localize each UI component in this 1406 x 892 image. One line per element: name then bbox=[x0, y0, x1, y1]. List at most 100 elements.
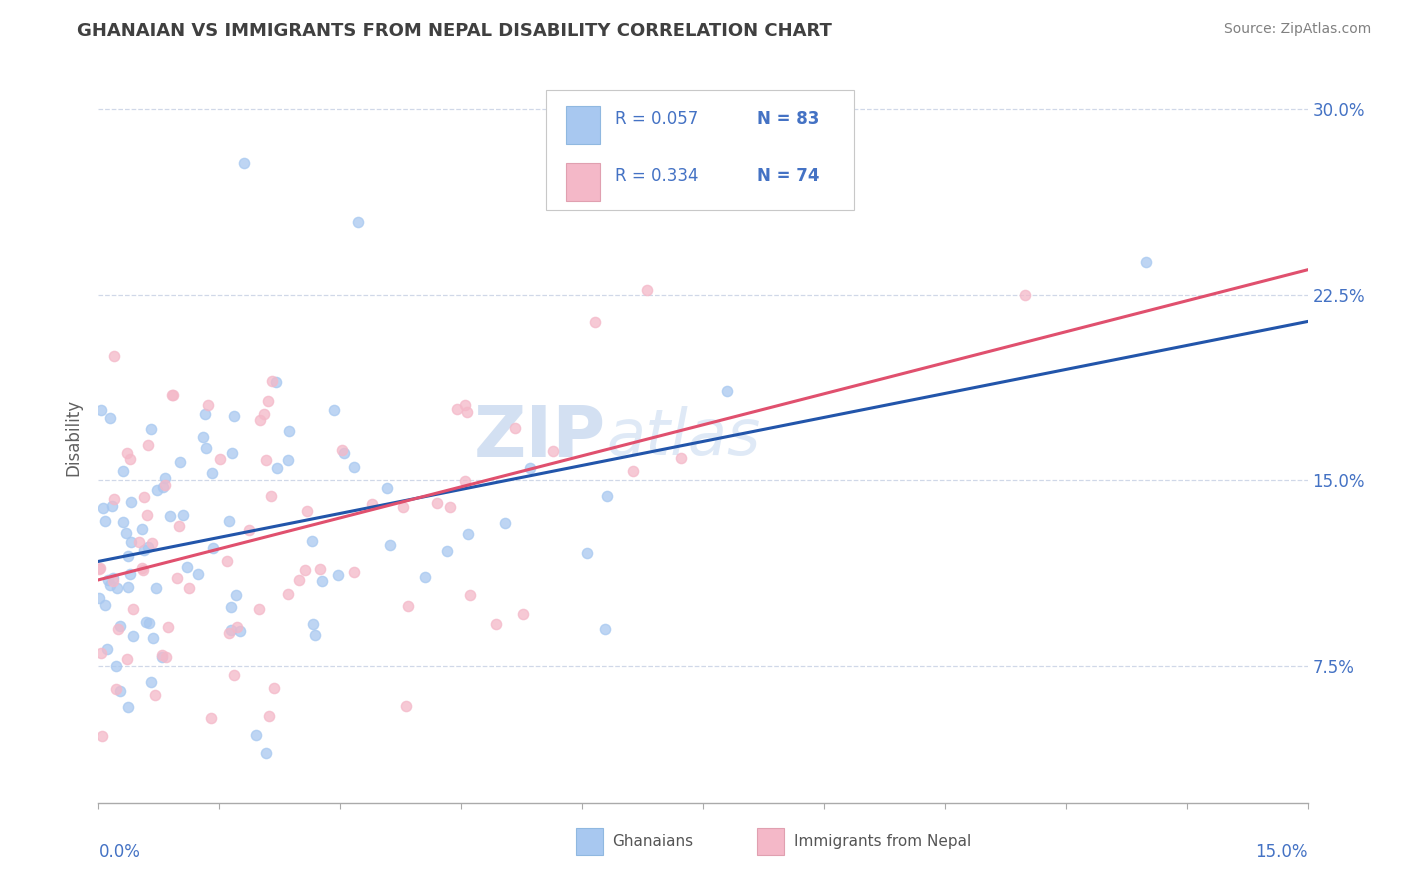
Point bbox=[105, 658, 128, 673]
Text: Ghanaians: Ghanaians bbox=[613, 834, 693, 849]
Point bbox=[145, 483, 167, 497]
Point bbox=[135, 615, 157, 629]
Point bbox=[143, 688, 166, 702]
Point bbox=[343, 460, 366, 475]
Point bbox=[120, 567, 142, 582]
Point bbox=[669, 450, 692, 465]
Text: GHANAIAN VS IMMIGRANTS FROM NEPAL DISABILITY CORRELATION CHART: GHANAIAN VS IMMIGRANTS FROM NEPAL DISABI… bbox=[77, 22, 832, 40]
Point bbox=[222, 668, 245, 682]
Point bbox=[162, 388, 184, 402]
Point bbox=[122, 601, 145, 615]
Point bbox=[219, 600, 242, 615]
Point bbox=[593, 622, 616, 636]
Point bbox=[118, 451, 141, 466]
Point bbox=[254, 452, 277, 467]
Point bbox=[103, 349, 125, 363]
Point bbox=[238, 524, 260, 538]
Point bbox=[621, 464, 644, 478]
Point bbox=[322, 403, 344, 417]
Point bbox=[93, 501, 115, 516]
Point bbox=[266, 461, 288, 475]
Point bbox=[150, 648, 173, 662]
Point bbox=[107, 622, 129, 636]
Point bbox=[262, 374, 284, 388]
Point bbox=[288, 574, 311, 588]
Point bbox=[596, 489, 619, 503]
Point bbox=[512, 607, 534, 621]
Point bbox=[219, 623, 242, 637]
Point bbox=[332, 446, 354, 460]
Point bbox=[301, 533, 323, 548]
Point bbox=[155, 650, 177, 665]
Point bbox=[115, 652, 138, 666]
Point bbox=[254, 746, 277, 760]
Point bbox=[115, 446, 138, 460]
Point bbox=[97, 573, 120, 587]
Point bbox=[277, 587, 299, 601]
Point bbox=[201, 466, 224, 480]
Point bbox=[426, 496, 449, 510]
Point bbox=[177, 581, 200, 595]
Point bbox=[103, 491, 125, 506]
Point bbox=[583, 315, 606, 329]
Point bbox=[142, 631, 165, 645]
Point bbox=[716, 384, 738, 399]
Point bbox=[277, 453, 299, 467]
Point bbox=[153, 478, 176, 492]
Point bbox=[131, 560, 153, 574]
Point bbox=[278, 425, 301, 439]
Point bbox=[454, 398, 477, 412]
Point bbox=[162, 388, 184, 402]
Point bbox=[460, 588, 482, 602]
Point bbox=[90, 646, 112, 660]
Text: 15.0%: 15.0% bbox=[1256, 843, 1308, 861]
Point bbox=[311, 574, 333, 589]
Point bbox=[394, 699, 416, 714]
Point bbox=[266, 376, 288, 390]
Point bbox=[90, 403, 112, 417]
Point bbox=[94, 514, 117, 528]
Point bbox=[145, 581, 167, 595]
Point bbox=[328, 568, 350, 582]
Point bbox=[456, 405, 478, 419]
Point bbox=[304, 628, 326, 642]
Point bbox=[135, 508, 157, 522]
Text: Source: ZipAtlas.com: Source: ZipAtlas.com bbox=[1223, 22, 1371, 37]
Point bbox=[225, 588, 247, 602]
Point bbox=[436, 544, 458, 558]
Point bbox=[122, 629, 145, 643]
Point bbox=[98, 411, 121, 425]
Point bbox=[541, 444, 564, 458]
Point bbox=[346, 214, 368, 228]
Point bbox=[103, 571, 125, 585]
Point bbox=[117, 549, 139, 563]
Point bbox=[114, 526, 136, 541]
Point bbox=[110, 684, 132, 698]
Point bbox=[505, 421, 527, 435]
Point bbox=[208, 451, 231, 466]
Point bbox=[256, 394, 278, 409]
Bar bbox=[567, 106, 600, 145]
Point bbox=[131, 522, 153, 536]
Point bbox=[193, 430, 215, 444]
Point bbox=[141, 536, 163, 550]
Point bbox=[152, 480, 174, 494]
Point bbox=[104, 682, 127, 697]
Point bbox=[226, 620, 249, 634]
Point bbox=[169, 455, 191, 469]
Point bbox=[156, 619, 179, 633]
Point bbox=[257, 709, 280, 723]
Point bbox=[134, 542, 156, 557]
Point bbox=[302, 617, 325, 632]
Point bbox=[120, 495, 142, 509]
Point bbox=[1135, 255, 1157, 269]
Point bbox=[200, 711, 222, 725]
Point bbox=[96, 641, 118, 656]
Text: atlas: atlas bbox=[606, 406, 761, 468]
Point bbox=[167, 518, 190, 533]
Point bbox=[332, 442, 354, 457]
Point bbox=[112, 515, 135, 529]
Point bbox=[166, 571, 188, 585]
Point bbox=[380, 538, 402, 552]
Point bbox=[484, 617, 506, 632]
